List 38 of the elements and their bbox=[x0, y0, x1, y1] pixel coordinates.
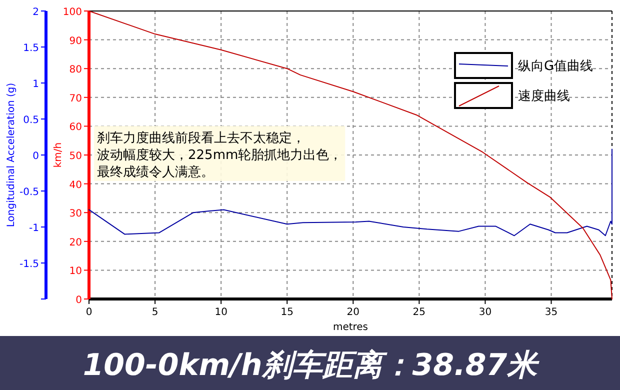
y-tick-label: 10 bbox=[69, 266, 82, 278]
y-tick-label: 70 bbox=[69, 93, 82, 104]
y2-tick-label: -1.5 bbox=[19, 259, 39, 270]
x-tick-label: 10 bbox=[214, 307, 228, 318]
text: 100-0km/h刹车距离：38.87米 bbox=[82, 348, 540, 383]
y-tick-label: 20 bbox=[69, 237, 82, 248]
y-tick-label: 30 bbox=[69, 208, 82, 220]
line-series bbox=[88, 10, 612, 300]
y-tick-label: 50 bbox=[69, 151, 82, 162]
x-axis-title: metres bbox=[332, 322, 368, 333]
x-tick-label: 15 bbox=[280, 307, 294, 318]
x-tick-label: 25 bbox=[412, 307, 426, 318]
y-axis-title: km/h bbox=[53, 142, 64, 168]
x-tick-label: 35 bbox=[544, 307, 558, 318]
line-series bbox=[88, 148, 612, 236]
y2-tick-label: -0.5 bbox=[19, 187, 39, 198]
y-tick-label: 60 bbox=[69, 122, 82, 134]
y-tick-label: 80 bbox=[69, 64, 82, 76]
x-tick-label: 0 bbox=[86, 307, 92, 318]
y-tick-label: 0 bbox=[76, 295, 82, 306]
y-tick-label: 100 bbox=[62, 7, 82, 18]
y2-tick-label: 0.5 bbox=[23, 115, 39, 126]
y-tick-label: 40 bbox=[69, 180, 82, 191]
legend-label: 纵向G值曲线 bbox=[518, 59, 594, 74]
y2-tick-label: 2 bbox=[32, 7, 39, 18]
y-tick-label: 90 bbox=[69, 36, 82, 47]
x-tick-label: 30 bbox=[478, 307, 492, 318]
legend-label: 速度曲线 bbox=[518, 88, 570, 104]
y2-axis-title: Longitudinal Acceleration (g) bbox=[6, 82, 17, 228]
y2-tick-label: -1 bbox=[29, 223, 39, 234]
annotation: 波动幅度较大，225mm轮胎抓地力出色， bbox=[97, 147, 342, 163]
annotation: 最终成绩令人满意。 bbox=[97, 165, 214, 180]
y2-tick-label: 0 bbox=[32, 151, 39, 162]
y2-tick-label: 1.5 bbox=[23, 43, 39, 54]
y2-tick-label: 1 bbox=[32, 79, 39, 90]
x-tick-label: 20 bbox=[346, 307, 360, 318]
annotation: 刹车力度曲线前段看上去不太稳定， bbox=[97, 130, 305, 146]
x-tick-label: 5 bbox=[152, 307, 158, 318]
